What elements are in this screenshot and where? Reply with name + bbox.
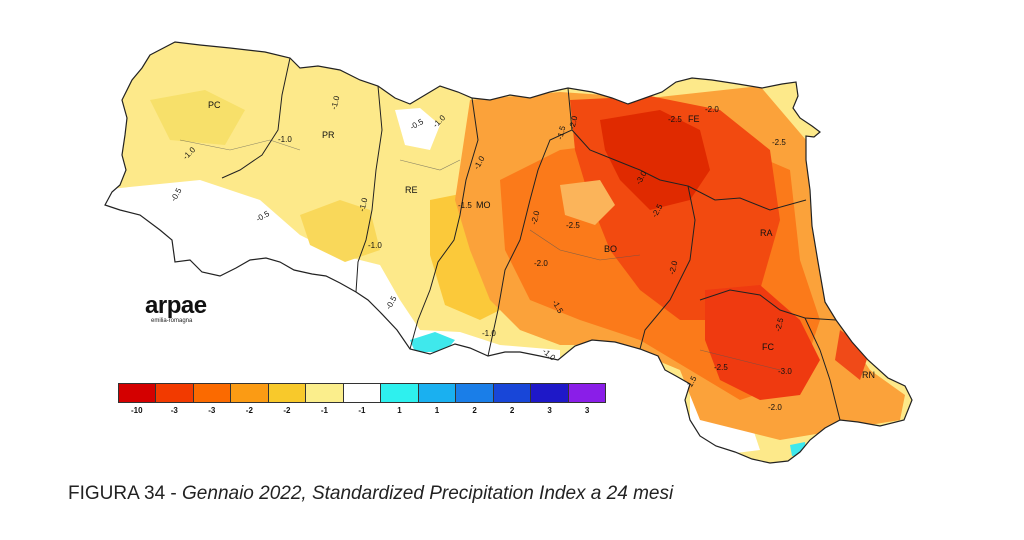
legend-tick-label: 2	[509, 406, 515, 415]
contour-label: -2.0	[705, 105, 719, 114]
legend-swatch	[456, 384, 494, 402]
province-borders	[221, 57, 841, 421]
legend-bar	[118, 383, 606, 403]
contour-label: -2.5	[772, 138, 786, 147]
contour-label: -2.5	[773, 316, 785, 332]
legend-swatch	[119, 384, 157, 402]
contour-label: -2.0	[529, 209, 541, 225]
legend-swatch	[156, 384, 194, 402]
contour-label: -2.0	[768, 403, 782, 412]
contour-label: -2.5	[668, 115, 682, 124]
legend-tick-label: -3	[170, 406, 178, 415]
legend-swatch	[531, 384, 569, 402]
province-label: MO	[476, 200, 491, 210]
legend-tick-label: 1	[434, 406, 440, 415]
legend-tick-label: 2	[472, 406, 477, 415]
legend-tick-label: -10	[130, 406, 143, 415]
legend-tick-label: -1	[320, 406, 328, 415]
figure-caption: FIGURA 34 - Gennaio 2022, Standardized P…	[68, 483, 673, 505]
contour-label: -1.0	[278, 135, 292, 144]
province-label: PR	[322, 130, 335, 140]
legend-swatch	[231, 384, 269, 402]
contour-label: -1.0	[357, 196, 369, 212]
legend-swatch	[306, 384, 344, 402]
legend-tick-label: -3	[208, 406, 216, 415]
province-label: FE	[688, 114, 700, 124]
legend-tick-label: 3	[547, 406, 552, 415]
province-labels: PC PR RE MO BO FE RA FC RN	[208, 100, 875, 380]
legend-swatch	[268, 384, 307, 402]
legend-tick-label: -2	[283, 406, 291, 415]
logo-subtitle: emilia-romagna	[151, 318, 193, 324]
legend-swatch	[568, 384, 606, 402]
contour-lines	[179, 139, 781, 371]
legend-tick-label: -1	[358, 406, 366, 415]
arpae-logo: arpae emilia-romagna	[145, 292, 207, 325]
contour-label: -2.0	[534, 259, 548, 268]
province-label: RN	[862, 370, 875, 380]
province-label: PC	[208, 100, 221, 110]
logo-wordmark: arpae	[145, 292, 207, 319]
contour-label: -1.0	[482, 329, 496, 338]
contour-label: -3.0	[778, 367, 792, 376]
province-label: RA	[760, 228, 773, 238]
legend-swatch	[193, 384, 232, 402]
contour-label: -2.0	[667, 259, 679, 275]
province-label: BO	[604, 244, 617, 254]
legend-swatch	[381, 384, 419, 402]
province-label: FC	[762, 342, 774, 352]
contour-label: -1.5	[458, 201, 472, 210]
legend-ticks: -10 -3 -3 -2 -2 -1 -1 1 1 2 2 3 3	[118, 406, 606, 415]
caption-prefix: FIGURA 34 -	[68, 483, 183, 504]
legend-tick-label: 1	[397, 406, 402, 415]
color-legend: -10 -3 -3 -2 -2 -1 -1 1 1 2 2 3 3	[118, 383, 606, 423]
contour-label: -1.5	[555, 124, 567, 140]
legend-swatch	[493, 384, 532, 402]
contour-label: -2.0	[567, 114, 579, 130]
contour-label: -1.0	[329, 94, 341, 110]
legend-swatch	[343, 384, 382, 402]
contour-label: -2.5	[714, 363, 728, 372]
legend-tick-label: -2	[245, 406, 253, 415]
contour-label: -2.5	[566, 221, 580, 230]
legend-swatch	[418, 384, 457, 402]
contour-label: -1.0	[368, 241, 382, 250]
legend-tick-label: 3	[584, 406, 590, 415]
caption-text: Gennaio 2022, Standardized Precipitation…	[182, 483, 674, 504]
province-label: RE	[405, 185, 418, 195]
